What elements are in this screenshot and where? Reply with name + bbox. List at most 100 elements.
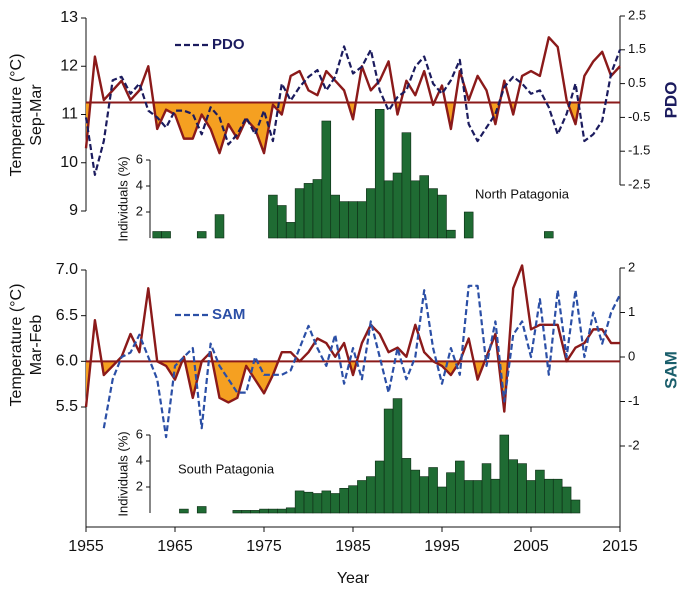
histogram-bar <box>499 434 510 514</box>
histogram-bar <box>410 180 421 239</box>
histogram-bar <box>570 499 581 514</box>
y-tick-label: 5.5 <box>56 398 78 415</box>
histogram-bar <box>321 120 332 239</box>
histogram-bar <box>285 507 296 514</box>
inset-y-label: Individuals (%) <box>115 156 130 241</box>
histogram-bar <box>232 510 243 514</box>
histogram-bar <box>374 460 385 514</box>
y-tick-label: 9 <box>69 202 78 219</box>
y-tick-label: 13 <box>60 9 78 26</box>
x-axis-label: Year <box>337 570 370 587</box>
index-line <box>84 45 622 176</box>
inset-title: South Patagonia <box>178 461 275 476</box>
histogram-bar <box>294 188 305 239</box>
y2-tick-label: 0 <box>628 348 635 363</box>
histogram-bar <box>285 222 296 239</box>
histogram-bar <box>277 205 287 239</box>
y-tick-label: 11 <box>61 106 78 123</box>
y2-tick-label: 2 <box>628 259 635 274</box>
histogram-bar <box>463 211 474 239</box>
histogram-bar <box>481 463 492 514</box>
histogram-bar <box>463 480 474 514</box>
histogram-bar <box>348 201 358 239</box>
histogram-bar <box>455 460 465 514</box>
inset-y-label: Individuals (%) <box>115 431 130 516</box>
histogram-bar <box>277 508 287 514</box>
histogram-bar <box>321 490 332 514</box>
x-tick-label: 1995 <box>424 538 460 555</box>
histogram-bar <box>401 458 412 514</box>
histogram-bar <box>552 478 563 514</box>
histogram-bar <box>383 180 394 239</box>
y-tick-label: 7.0 <box>56 261 78 278</box>
y-tick-label: 12 <box>60 57 78 74</box>
histogram-bar <box>330 493 340 514</box>
y2-axis-label: SAM <box>661 351 680 389</box>
histogram-bar <box>419 175 429 239</box>
histogram-bar <box>401 132 412 239</box>
histogram-bar <box>366 476 376 514</box>
histogram-bar <box>179 508 189 514</box>
histogram-bar <box>410 469 421 514</box>
histogram-bar <box>419 476 429 514</box>
histogram-bar <box>374 109 385 239</box>
y2-tick-label: 1.5 <box>628 41 646 56</box>
x-tick-label: 2005 <box>513 538 549 555</box>
below-mean-fill <box>86 102 620 154</box>
inset-y-tick-label: 6 <box>136 151 143 166</box>
histogram-bar <box>544 231 554 239</box>
histogram-bar <box>357 480 367 514</box>
histogram-bar <box>428 188 438 239</box>
histogram-bar <box>214 214 225 239</box>
histogram-bar <box>303 183 314 239</box>
histogram-bar <box>241 510 251 514</box>
x-tick-label: 2015 <box>602 538 638 555</box>
inset-y-tick-label: 2 <box>136 203 143 218</box>
temperature-line <box>84 264 620 413</box>
inset-y-tick-label: 4 <box>136 452 143 467</box>
histogram-bar <box>294 490 305 514</box>
histogram-bar <box>312 179 323 239</box>
histogram-bar <box>348 485 358 514</box>
legend-label: PDO <box>212 36 245 53</box>
inset-y-tick-label: 4 <box>136 177 143 192</box>
histogram-bar <box>383 408 394 514</box>
x-tick-label: 1955 <box>68 538 104 555</box>
y-tick-label: 6.5 <box>56 307 78 324</box>
y-axis-label: Temperature (°C) <box>8 284 25 407</box>
histogram-bar <box>161 231 171 239</box>
histogram-bar <box>268 194 278 239</box>
histogram-bar <box>303 491 314 514</box>
histogram-bar <box>250 510 260 514</box>
histogram-bar <box>517 463 527 514</box>
y2-tick-label: -0.5 <box>628 109 650 124</box>
y2-tick-label: -1 <box>628 393 640 408</box>
histogram-bar <box>357 201 367 239</box>
y2-tick-label: -2.5 <box>628 176 650 191</box>
x-tick-label: 1965 <box>157 538 193 555</box>
y-axis-label: Sep-Mar <box>28 84 45 146</box>
histogram-bar <box>366 188 376 239</box>
histogram-bar <box>152 231 162 239</box>
histogram-bar <box>437 486 447 514</box>
histogram-bar <box>312 493 323 514</box>
histogram-bar <box>392 398 403 514</box>
y2-tick-label: 1 <box>628 304 635 319</box>
inset-y-tick-label: 6 <box>136 426 143 441</box>
y2-tick-label: -1.5 <box>628 143 650 158</box>
inset-title: North Patagonia <box>475 186 570 201</box>
below-mean-fill <box>86 361 508 412</box>
inset-y-tick-label: 2 <box>136 478 143 493</box>
histogram-bar <box>472 480 483 514</box>
histogram-bar <box>508 459 518 514</box>
y2-axis-label: PDO <box>661 82 680 119</box>
legend-label: SAM <box>212 306 245 323</box>
y2-tick-label: 2.5 <box>628 7 646 22</box>
y-axis-label: Temperature (°C) <box>8 54 25 177</box>
histogram-bar <box>196 506 207 514</box>
histogram-bar <box>490 478 501 514</box>
histogram-bar <box>339 487 349 514</box>
y2-tick-label: -2 <box>628 437 640 452</box>
histogram-bar <box>526 480 536 514</box>
histogram-bar <box>392 172 403 239</box>
